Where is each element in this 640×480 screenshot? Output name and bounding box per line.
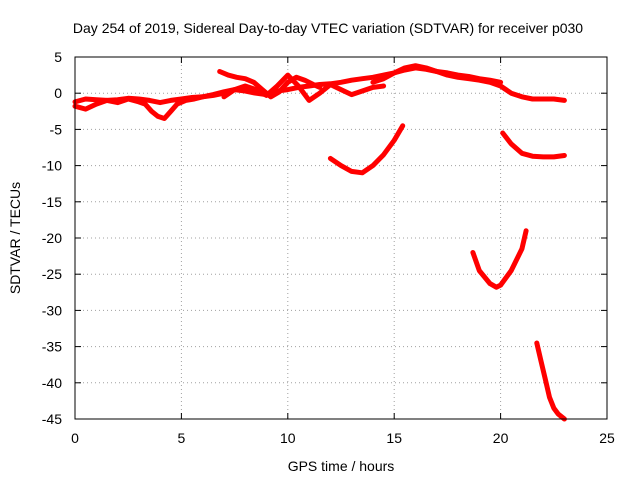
y-tick-label: -30 [42, 302, 62, 318]
series-line-arc-8 [470, 228, 529, 290]
y-tick-label: 0 [54, 85, 62, 101]
x-tick-label: 10 [280, 430, 296, 446]
y-tick-label: -45 [42, 411, 62, 427]
y-tick-label: -10 [42, 158, 62, 174]
x-axis-title: GPS time / hours [288, 458, 395, 474]
y-tick-label: -25 [42, 266, 62, 282]
chart-title: Day 254 of 2019, Sidereal Day-to-day VTE… [73, 20, 583, 36]
series-line-arc-9 [534, 340, 567, 422]
series-line-arc-5 [370, 63, 567, 103]
x-tick-label: 25 [599, 430, 615, 446]
x-tick-label: 5 [178, 430, 186, 446]
series-layer [72, 63, 567, 422]
series-line-arc-3 [217, 69, 323, 100]
tick-layer: 0 5 10 15 20 25 5 0 -5 -10 -15 -20 -25 -30 -35 -40 -45 [42, 49, 615, 446]
y-tick-label: -40 [42, 375, 62, 391]
y-tick-label: -20 [42, 230, 62, 246]
y-tick-label: 5 [54, 49, 62, 65]
series-line-arc-6 [327, 123, 406, 176]
x-tick-label: 20 [493, 430, 509, 446]
series-line-arc-7 [500, 130, 567, 160]
y-axis-title: SDTVAR / TECUs [7, 182, 23, 294]
y-tick-label: -15 [42, 194, 62, 210]
x-tick-label: 15 [386, 430, 402, 446]
y-tick-label: -35 [42, 339, 62, 355]
x-tick-label: 0 [71, 430, 79, 446]
grid-layer [75, 57, 607, 419]
series-line-arc-4 [221, 72, 387, 103]
y-tick-label: -5 [50, 121, 63, 137]
